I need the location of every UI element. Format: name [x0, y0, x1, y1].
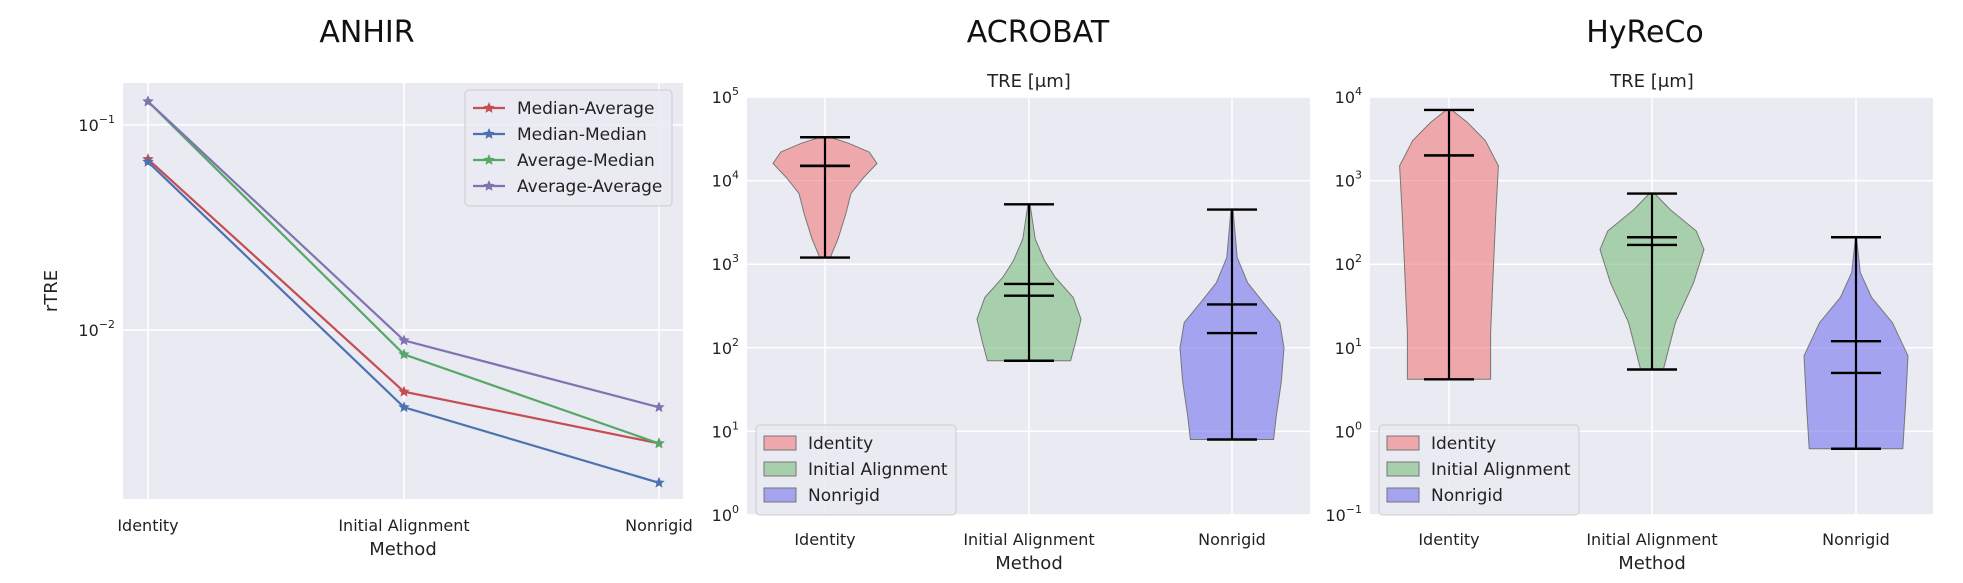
panel1-gridlines	[123, 83, 683, 499]
legend-label: Nonrigid	[808, 486, 880, 506]
y-tick-label: 104	[712, 169, 739, 191]
panel2-title: TRE [μm]	[986, 71, 1071, 92]
panel3-legend: Identity Initial Alignment Nonrigid	[1378, 424, 1580, 516]
panel3-violins	[1399, 108, 1909, 450]
panel2-suptitle: ACROBAT	[967, 15, 1110, 50]
legend-label: Median-Average	[517, 99, 654, 119]
x-tick-label: Identity	[794, 530, 855, 549]
legend-label: Average-Average	[517, 177, 662, 197]
legend-marker	[483, 102, 495, 113]
data-point-marker	[653, 437, 665, 449]
y-tick-label: 101	[712, 419, 739, 441]
legend-box	[755, 424, 957, 516]
legend-marker	[483, 128, 495, 139]
panel1-xlabel: Method	[369, 539, 437, 560]
legend-marker	[483, 154, 495, 165]
panel2-legend: Identity Initial Alignment Nonrigid	[755, 424, 957, 516]
y-tick-label: 101	[1335, 336, 1362, 358]
x-tick-label: Nonrigid	[625, 516, 693, 535]
data-point-marker	[142, 155, 154, 167]
legend-label: Identity	[808, 434, 873, 454]
legend-label: Average-Median	[517, 151, 655, 171]
panel3-suptitle: HyReCo	[1586, 15, 1704, 50]
data-point-marker	[653, 401, 665, 413]
data-point-marker	[398, 385, 410, 397]
legend-label: Median-Median	[517, 125, 647, 145]
y-tick-label: 103	[712, 252, 739, 274]
x-tick-label: Initial Alignment	[963, 530, 1094, 549]
legend-box	[1378, 424, 1580, 516]
panel1-suptitle: ANHIR	[319, 15, 414, 50]
panel2-violins	[772, 136, 1285, 441]
y-tick-label: 102	[1335, 252, 1362, 274]
y-tick-label: 103	[1335, 169, 1362, 191]
legend-swatch	[1386, 461, 1420, 477]
panel1-ylabel: rTRE	[41, 270, 62, 312]
panel1-tick-labels: 10−2 10−1 Identity Initial Alignment Nonrigi…	[78, 113, 692, 535]
y-tick-label: 10−1	[1325, 503, 1362, 525]
panel1-legend: Median-Average Median-Median Average-Media…	[464, 89, 673, 207]
x-tick-label: Nonrigid	[1198, 530, 1266, 549]
panel2-tick-labels: 100 101 102 103 104 105 Identity Initial Alignm…	[712, 85, 1266, 549]
legend-label: Identity	[1431, 434, 1496, 454]
panel3-xlabel: Method	[1618, 553, 1686, 574]
legend-swatch	[763, 487, 797, 503]
legend-swatch	[1386, 487, 1420, 503]
legend-label: Initial Alignment	[1431, 460, 1571, 480]
panel1-series-lines	[142, 95, 665, 488]
legend-label: Nonrigid	[1431, 486, 1503, 506]
legend-swatch	[1386, 435, 1420, 451]
y-tick-label: 104	[1335, 85, 1362, 107]
data-point-marker	[398, 401, 410, 413]
panel2-xlabel: Method	[995, 553, 1063, 574]
data-point-marker	[398, 348, 410, 360]
y-tick-label: 10−1	[78, 113, 115, 135]
y-tick-label: 100	[1335, 419, 1362, 441]
y-tick-label: 100	[712, 503, 739, 525]
legend-swatch	[763, 435, 797, 451]
panel3-title: TRE [μm]	[1609, 71, 1694, 92]
x-tick-label: Initial Alignment	[338, 516, 469, 535]
x-tick-label: Nonrigid	[1822, 530, 1890, 549]
y-tick-label: 105	[712, 85, 739, 107]
legend-swatch	[763, 461, 797, 477]
legend-box	[464, 89, 673, 207]
x-tick-label: Identity	[117, 516, 178, 535]
x-tick-label: Initial Alignment	[1586, 530, 1717, 549]
y-tick-label: 10−2	[78, 318, 115, 340]
legend-marker	[483, 180, 495, 191]
panel3-tick-labels: 10−1 100 101 102 103 104 Identity Initial Align…	[1325, 85, 1889, 549]
data-point-marker	[398, 334, 410, 346]
legend-label: Initial Alignment	[808, 460, 948, 480]
data-point-marker	[653, 476, 665, 488]
y-tick-label: 102	[712, 336, 739, 358]
data-point-marker	[142, 95, 154, 107]
x-tick-label: Identity	[1418, 530, 1479, 549]
